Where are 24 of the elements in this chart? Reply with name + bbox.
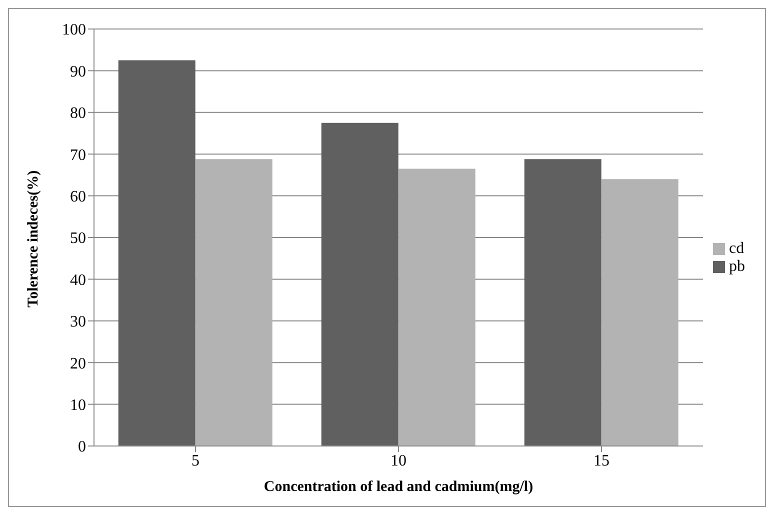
y-tick-label: 70 bbox=[70, 146, 86, 164]
y-tick-label: 20 bbox=[70, 355, 86, 372]
y-tick-label: 30 bbox=[70, 314, 86, 331]
bar bbox=[524, 159, 602, 446]
y-tick-label: 100 bbox=[62, 22, 86, 39]
bar bbox=[398, 168, 476, 446]
y-tick-label: 60 bbox=[70, 188, 86, 206]
bar bbox=[601, 179, 678, 446]
y-tick-label: 0 bbox=[78, 438, 86, 456]
legend-label: pb bbox=[729, 258, 745, 274]
x-axis-title: Concentration of lead and cadmium(mg/l) bbox=[264, 479, 534, 495]
x-tick-label: 15 bbox=[594, 452, 610, 470]
y-tick-label: 10 bbox=[70, 396, 86, 414]
x-tick-label: 5 bbox=[192, 452, 200, 470]
bar bbox=[321, 122, 398, 446]
y-tick-label: 90 bbox=[70, 63, 86, 80]
y-tick-label: 40 bbox=[70, 272, 86, 289]
y-tick-label: 50 bbox=[70, 230, 86, 248]
y-tick-label: 80 bbox=[70, 105, 86, 122]
y-axis-title: Tolerence indeces(%) bbox=[25, 170, 42, 308]
x-tick-label: 10 bbox=[390, 452, 406, 470]
legend-label: cd bbox=[729, 240, 744, 256]
bar bbox=[118, 60, 196, 446]
bar bbox=[195, 159, 272, 446]
